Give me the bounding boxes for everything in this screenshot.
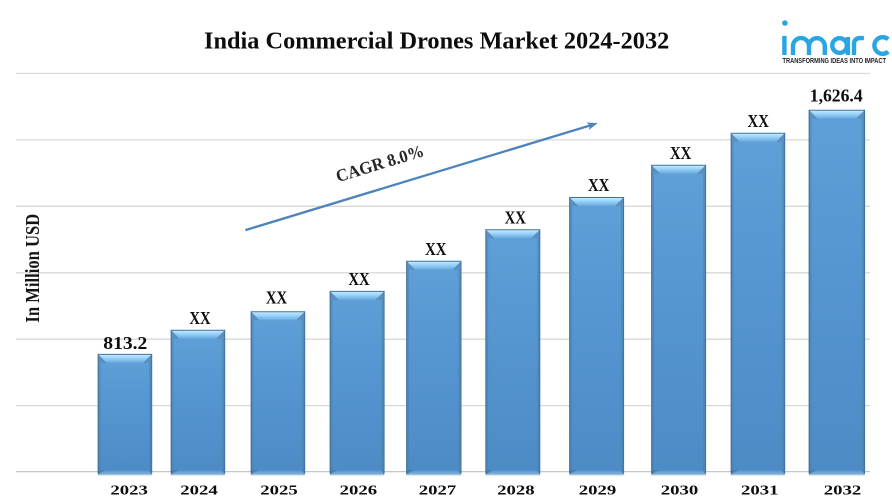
svg-text:In Million USD: In Million USD — [22, 214, 44, 323]
svg-text:2027: 2027 — [419, 483, 457, 497]
svg-text:XX: XX — [266, 288, 288, 308]
svg-text:2032: 2032 — [824, 483, 862, 497]
svg-text:2030: 2030 — [661, 483, 699, 497]
svg-text:2028: 2028 — [497, 483, 535, 497]
svg-text:2025: 2025 — [260, 483, 298, 497]
svg-text:2031: 2031 — [741, 483, 779, 497]
svg-text:India Commercial Drones Market: India Commercial Drones Market 2024-2032 — [204, 29, 669, 55]
svg-text:813.2: 813.2 — [103, 333, 147, 353]
svg-text:XX: XX — [425, 239, 447, 259]
svg-text:2029: 2029 — [579, 483, 617, 497]
svg-text:XX: XX — [505, 207, 527, 227]
svg-text:XX: XX — [748, 111, 770, 131]
svg-text:XX: XX — [670, 143, 692, 163]
svg-text:XX: XX — [588, 175, 610, 195]
svg-text:2026: 2026 — [340, 483, 378, 497]
svg-text:TRANSFORMING IDEAS INTO IMPACT: TRANSFORMING IDEAS INTO IMPACT — [783, 58, 887, 65]
svg-text:2023: 2023 — [110, 483, 148, 497]
svg-text:2024: 2024 — [180, 483, 218, 497]
svg-text:1,626.4: 1,626.4 — [810, 86, 863, 106]
svg-text:XX: XX — [189, 308, 211, 328]
svg-text:XX: XX — [348, 269, 370, 289]
